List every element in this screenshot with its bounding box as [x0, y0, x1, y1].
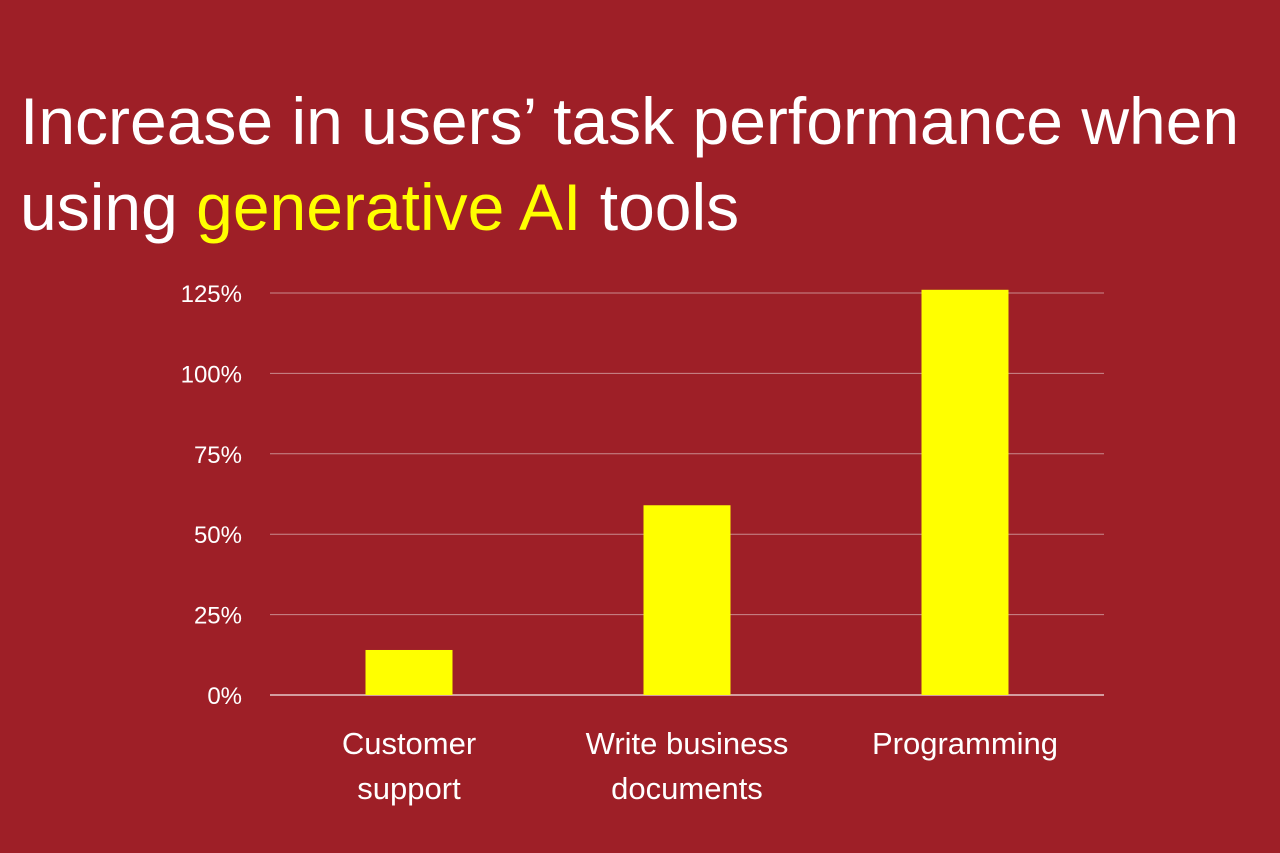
bar [643, 505, 731, 695]
x-category-label: Programming [872, 726, 1058, 761]
title-text-part1: Increase in users’ task performance when… [20, 84, 1240, 244]
x-category-label: support [357, 771, 461, 806]
y-axis: 0% 25% 50% 75% 100% 125% [181, 281, 242, 710]
y-tick-label: 50% [194, 522, 242, 549]
bar [921, 289, 1009, 695]
x-category-label: Customer [342, 726, 476, 761]
bar [365, 649, 453, 695]
x-axis: Customer support Write business documents Pr… [342, 726, 1058, 806]
y-tick-label: 0% [207, 683, 242, 710]
title-highlight: generative AI [196, 170, 582, 244]
chart-title: Increase in users’ task performance when… [20, 78, 1270, 250]
y-tick-label: 75% [194, 442, 242, 469]
y-tick-label: 125% [181, 281, 242, 308]
bars [365, 289, 1009, 695]
x-category-label: Write business [586, 726, 789, 761]
y-tick-label: 25% [194, 603, 242, 630]
title-text-part2: tools [581, 170, 740, 244]
x-category-label: documents [611, 771, 763, 806]
y-tick-label: 100% [181, 361, 242, 388]
